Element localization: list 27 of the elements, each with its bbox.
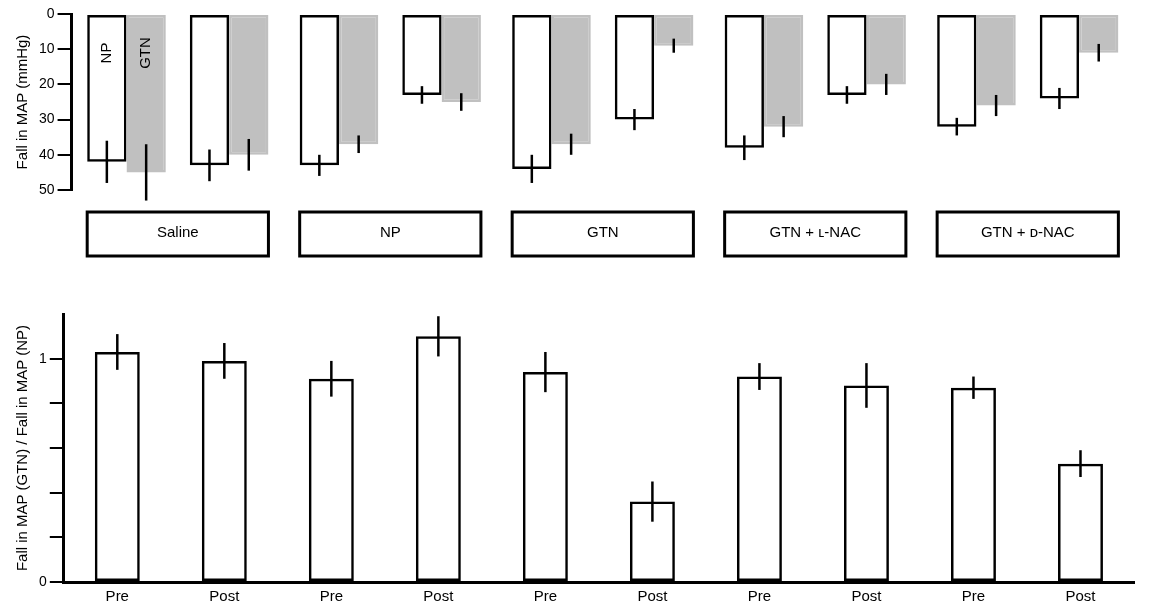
y-tick-label: 20 [38,75,55,92]
x-tick-label: GTN + ʟ-NAC [769,223,862,241]
x-tick-label: Post [423,587,455,605]
series-label: GTN [136,37,154,69]
x-tick-label: Post [1065,587,1097,605]
y-tick-label: 10 [38,40,55,57]
x-tick-label: GTN [586,223,619,241]
x-tick-label: Pre [319,587,344,605]
y-tick-label: 50 [38,180,55,197]
x-tick-label: Pre [533,587,558,605]
x-tick-label: Post [851,587,883,605]
x-tick-label: Pre [105,587,129,605]
y-tick-label: 40 [38,145,55,162]
x-tick-label: Pre [747,587,772,605]
x-tick-label: GTN + ᴅ-NAC [980,223,1075,241]
y-axis-title: Fall in MAP (mmHg) [13,34,31,170]
y-tick-label: 1 [38,349,47,366]
series-label: NP [96,42,114,64]
y-tick-label: 0 [46,4,55,21]
x-tick-label: Post [209,587,241,605]
x-tick-label: Post [637,587,669,605]
y-tick-label: 0 [38,572,47,589]
x-tick-label: Saline [156,223,199,241]
y-axis-title: Fall in MAP (GTN) / Fall in MAP (NP) [13,324,31,572]
x-tick-label: NP [379,223,401,241]
x-tick-label: Pre [961,587,986,605]
y-tick-label: 30 [38,110,55,127]
